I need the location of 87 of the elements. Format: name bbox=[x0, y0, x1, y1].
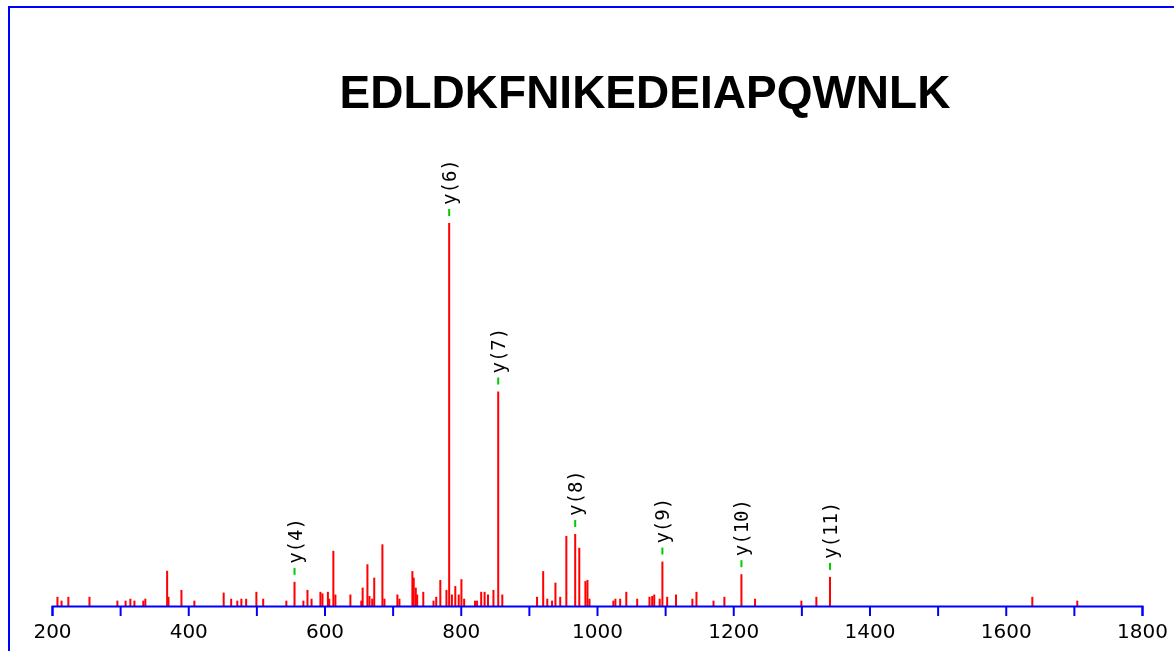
bar bbox=[625, 591, 628, 606]
bar bbox=[381, 544, 384, 606]
bar bbox=[411, 571, 414, 606]
x-tick-label: 1800 bbox=[1117, 619, 1168, 644]
bar bbox=[691, 598, 694, 606]
annotation: y(4) bbox=[283, 518, 306, 564]
bar bbox=[180, 589, 183, 606]
bar bbox=[619, 598, 622, 606]
bar bbox=[439, 579, 442, 606]
bar bbox=[285, 600, 288, 606]
bar bbox=[448, 223, 451, 606]
bar bbox=[310, 598, 313, 606]
bar bbox=[361, 587, 364, 606]
x-tick-label: 400 bbox=[169, 619, 208, 644]
annotation: y(8) bbox=[564, 470, 587, 516]
bar bbox=[483, 591, 486, 606]
x-tick-label: 600 bbox=[305, 619, 345, 644]
bar bbox=[133, 600, 136, 606]
bar bbox=[666, 596, 669, 606]
bar bbox=[222, 592, 225, 606]
bar bbox=[67, 596, 70, 606]
annotation: y(6) bbox=[438, 159, 461, 205]
bar bbox=[88, 596, 91, 606]
bar bbox=[255, 591, 258, 606]
bar bbox=[245, 598, 248, 606]
bar bbox=[422, 591, 425, 606]
x-tick-label: 200 bbox=[33, 619, 72, 644]
bar bbox=[828, 576, 831, 606]
x-tick-label: 800 bbox=[442, 619, 481, 644]
bar bbox=[60, 600, 63, 606]
bar bbox=[487, 594, 489, 606]
bar bbox=[193, 600, 196, 606]
bar bbox=[230, 598, 233, 606]
bar bbox=[306, 589, 309, 606]
bar bbox=[460, 579, 463, 606]
bar bbox=[559, 596, 562, 606]
bar bbox=[454, 586, 457, 606]
bar bbox=[675, 594, 678, 606]
bar bbox=[262, 598, 265, 606]
annotation: y(10) bbox=[730, 499, 753, 557]
bar bbox=[501, 594, 504, 606]
bar bbox=[1076, 600, 1079, 606]
x-tick-label: 1200 bbox=[708, 619, 760, 644]
annotation: y(7) bbox=[487, 327, 510, 374]
bar bbox=[373, 577, 376, 606]
bar bbox=[661, 561, 664, 606]
bar bbox=[293, 581, 296, 606]
x-tick-label: 1600 bbox=[980, 619, 1032, 644]
annotation: y(11) bbox=[818, 501, 841, 559]
bar bbox=[56, 596, 59, 606]
chart-title: EDLDKFNIKEDEIAPQWNLK bbox=[339, 66, 951, 118]
bar bbox=[366, 564, 369, 606]
bar bbox=[542, 571, 545, 606]
bar bbox=[723, 596, 726, 606]
bar bbox=[396, 594, 399, 606]
bar bbox=[754, 598, 757, 606]
bar bbox=[578, 547, 581, 606]
bar bbox=[116, 600, 119, 606]
bar bbox=[800, 600, 803, 606]
x-tick-label: 1000 bbox=[572, 619, 623, 644]
bar bbox=[332, 550, 335, 606]
x-tick-label: 1400 bbox=[844, 619, 896, 644]
bar bbox=[492, 589, 495, 606]
bar bbox=[302, 600, 305, 606]
bar bbox=[546, 598, 549, 606]
annotation: y(9) bbox=[651, 497, 674, 544]
bar bbox=[648, 596, 651, 606]
bar bbox=[129, 598, 132, 606]
bar bbox=[712, 600, 715, 606]
bar bbox=[497, 391, 500, 606]
bar bbox=[349, 594, 352, 606]
bar bbox=[695, 591, 698, 606]
bar bbox=[480, 591, 483, 606]
bar bbox=[236, 600, 239, 606]
bar bbox=[536, 596, 539, 606]
bar bbox=[398, 598, 401, 606]
bar bbox=[432, 600, 435, 606]
bar bbox=[240, 598, 243, 606]
bar bbox=[124, 600, 127, 606]
bar bbox=[636, 598, 639, 606]
bar bbox=[740, 574, 743, 606]
bar bbox=[815, 596, 818, 606]
bar bbox=[1031, 596, 1034, 606]
bar bbox=[435, 596, 438, 606]
bar bbox=[565, 535, 568, 606]
bar bbox=[554, 582, 557, 606]
bar bbox=[574, 534, 577, 606]
